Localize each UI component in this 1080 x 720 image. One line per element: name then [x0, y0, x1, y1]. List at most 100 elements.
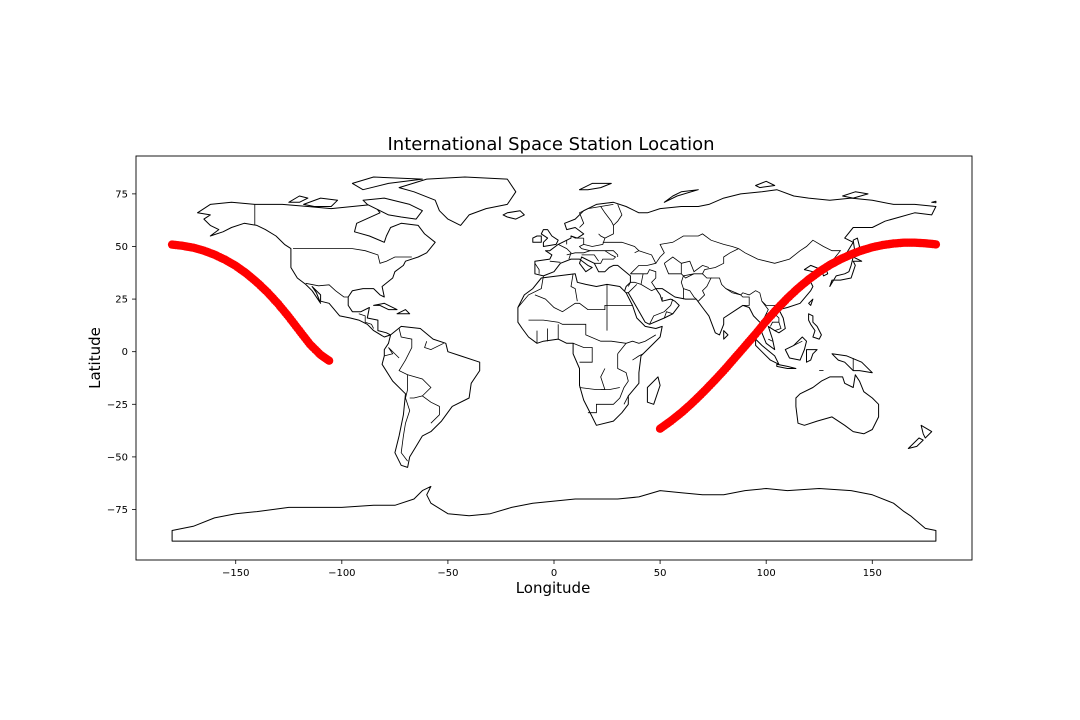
country-border — [630, 250, 657, 275]
country-border — [528, 319, 657, 344]
country-border — [632, 353, 644, 361]
country-border — [293, 248, 412, 264]
y-tick-label: 25 — [115, 295, 128, 306]
x-tick-label: −100 — [328, 568, 355, 579]
x-tick-label: −150 — [222, 568, 249, 579]
country-border — [534, 294, 633, 313]
country-border — [587, 353, 629, 414]
land-victoria-island — [303, 197, 339, 207]
country-border — [680, 273, 695, 300]
country-border — [793, 340, 803, 346]
country-border — [407, 374, 440, 424]
land-philippines — [808, 313, 822, 340]
country-border — [683, 288, 697, 300]
land-baffin-island — [362, 197, 423, 220]
country-border — [768, 338, 773, 342]
country-border — [398, 328, 413, 462]
land-banks-island — [288, 195, 309, 203]
land-africa — [517, 273, 663, 426]
land-cuba — [373, 302, 398, 311]
country-border — [549, 260, 561, 263]
country-border — [566, 238, 592, 256]
y-tick-label: −75 — [107, 505, 128, 516]
land-taiwan — [808, 298, 814, 306]
x-tick-label: 100 — [757, 568, 776, 579]
land-ellesmere-island — [351, 176, 423, 191]
country-border — [594, 250, 617, 264]
land-sri-lanka — [723, 330, 729, 340]
x-axis-ticks: −150 −100 −50 0 50 100 150 — [222, 560, 882, 579]
land-north-america — [197, 201, 436, 338]
plot-area — [135, 155, 973, 561]
land-hispaniola — [396, 309, 411, 315]
y-tick-label: −25 — [107, 400, 128, 411]
y-tick-label: 0 — [122, 347, 128, 358]
land-sulawesi — [806, 349, 818, 363]
x-tick-label: 0 — [551, 568, 557, 579]
iss-track — [167, 238, 941, 433]
land-south-america — [381, 325, 481, 468]
y-tick-label: 75 — [115, 189, 128, 200]
land-new-zealand-south — [907, 437, 924, 449]
country-border — [655, 233, 739, 264]
country-border — [628, 284, 638, 294]
land-severnaya-zemlya — [755, 180, 776, 189]
country-border — [581, 254, 599, 262]
x-tick-label: 150 — [863, 568, 882, 579]
y-tick-label: 50 — [115, 242, 128, 253]
country-border — [738, 239, 842, 264]
country-border — [517, 275, 544, 308]
land-java — [776, 363, 797, 369]
country-outlines — [171, 176, 937, 542]
country-border — [305, 282, 349, 298]
x-tick-label: −50 — [437, 568, 458, 579]
y-axis-label: Latitude — [86, 327, 104, 389]
iss-point — [931, 240, 941, 249]
country-border — [774, 322, 782, 331]
country-border — [424, 341, 444, 351]
land-borneo — [784, 336, 807, 361]
country-border — [590, 250, 619, 257]
land-great-britain — [540, 229, 559, 247]
land-novaya-zemlya — [663, 189, 699, 203]
country-border — [649, 298, 674, 325]
country-border — [647, 269, 657, 289]
country-border — [600, 387, 620, 391]
country-border — [602, 241, 640, 254]
country-border — [572, 342, 593, 363]
land-sumatra — [755, 338, 780, 365]
country-border — [663, 248, 739, 279]
country-border — [630, 273, 644, 285]
iss-point — [324, 356, 334, 365]
country-border — [583, 233, 606, 247]
country-border — [617, 343, 627, 355]
land-japan — [829, 256, 863, 287]
country-border — [681, 260, 710, 273]
y-axis-ticks: 75 50 25 0 −25 −50 −75 — [107, 189, 136, 516]
country-border — [534, 263, 540, 274]
country-border — [578, 204, 614, 228]
land-eurasia — [534, 189, 937, 351]
land-ireland — [532, 235, 542, 243]
country-border — [570, 273, 578, 302]
land-madagascar — [646, 376, 661, 405]
land-new-siberian-islands — [842, 191, 869, 199]
x-axis-label: Longitude — [516, 579, 591, 597]
land-iceland — [502, 210, 525, 220]
land-wrangel-island — [931, 200, 937, 204]
country-border — [558, 244, 572, 260]
land-greenland — [398, 176, 517, 226]
land-new-guinea — [831, 353, 873, 374]
country-border — [740, 294, 750, 306]
country-border — [409, 395, 423, 399]
country-border — [725, 288, 741, 296]
y-tick-label: −50 — [107, 452, 128, 463]
country-border — [640, 284, 656, 292]
country-border — [627, 282, 631, 287]
land-australia — [795, 374, 880, 435]
land-new-zealand-north — [920, 424, 933, 439]
country-border — [358, 313, 374, 329]
land-svalbard — [579, 182, 612, 191]
